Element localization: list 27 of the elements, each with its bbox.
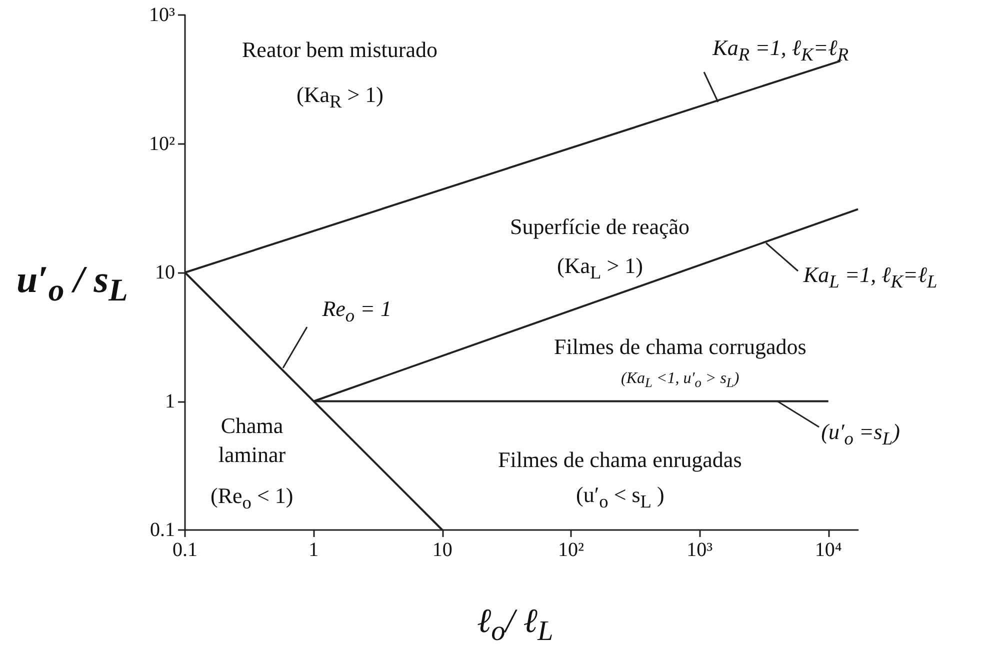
- y-tick-label: 10: [155, 262, 175, 284]
- x-tick-label: 10: [432, 539, 452, 561]
- x-tick-label: 1: [308, 539, 319, 561]
- y-tick-label: 10³: [149, 4, 175, 26]
- annotation: (Ka$_{L}$ <1, u′$_{o}$ > s$_{L}$): [621, 370, 740, 390]
- y-tick-label: 0.1: [150, 519, 175, 541]
- annotation: Re$_{o}$ = 1: [322, 296, 392, 326]
- annotation: Filmes de chama corrugados: [554, 334, 806, 359]
- x-tick-label: 0.1: [172, 539, 198, 561]
- annotation: (u′$_{o}$ < s$_{L}$ ): [576, 482, 664, 511]
- annotation: Ka$_{R}$ =1, ℓ$_{K}$=ℓ$_{R}$: [712, 34, 849, 64]
- annotation: Reator bem misturado: [242, 37, 438, 62]
- y-tick-label: 1: [165, 390, 175, 412]
- annotation: Filmes de chama enrugadas: [498, 447, 742, 472]
- annotation: (Ka$_{R}$ > 1): [296, 82, 384, 111]
- annotation: (Ka$_{L}$ > 1): [557, 252, 643, 282]
- y-tick-label: 10²: [149, 132, 175, 155]
- x-tick-label: 10³: [686, 539, 713, 561]
- x-tick-label: 10²: [558, 539, 584, 561]
- annotation: Chama laminar: [217, 412, 287, 470]
- x-axis-title: ℓ$_{o}$/ ℓ$_{L}$: [477, 602, 554, 646]
- y-axis-title: u′$_{o}$ / s$_{L}$: [16, 258, 128, 308]
- annotation: Superfície de reação: [510, 214, 690, 239]
- annotation: Ka$_{L}$ =1, ℓ$_{K}$=ℓ$_{L}$: [803, 262, 938, 292]
- annotation: (u′$_{o}$ =s$_{L}$): [821, 418, 900, 448]
- annotation: (Re$_{o}$ < 1): [210, 482, 294, 512]
- x-tick-label: 10⁴: [814, 539, 842, 561]
